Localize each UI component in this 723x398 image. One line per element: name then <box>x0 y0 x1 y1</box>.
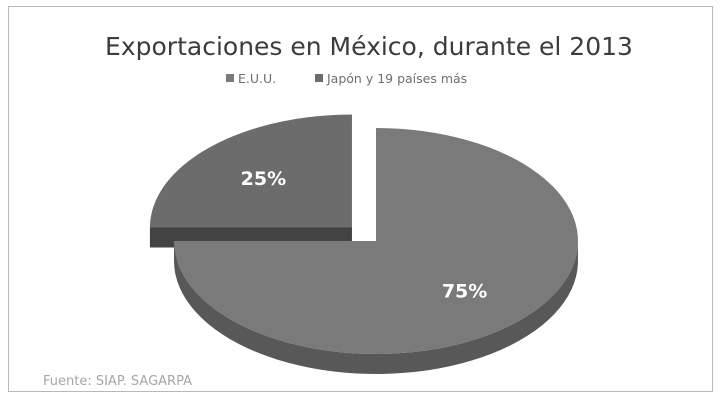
source-note: Fuente: SIAP. SAGARPA <box>43 374 192 389</box>
pie-slice-0 <box>174 128 578 374</box>
pie-slice-label-1: 25% <box>241 168 286 190</box>
pie-chart: Exportaciones en México, durante el 2013… <box>43 32 633 389</box>
legend: E.U.U. Japón y 19 países más <box>226 71 467 86</box>
pie-slice-label-0: 75% <box>442 281 487 303</box>
chart-frame: Exportaciones en México, durante el 2013… <box>8 6 713 392</box>
pie-slices: 25% 75% <box>149 114 578 374</box>
pie-slice-1-top <box>149 114 352 228</box>
legend-swatch-japon <box>315 74 323 82</box>
pie-slice-0-top <box>174 128 578 354</box>
pie-slice-0-rim <box>174 241 578 374</box>
legend-swatch-eua <box>226 74 234 82</box>
chart-title: Exportaciones en México, durante el 2013 <box>105 32 633 61</box>
legend-label-japon: Japón y 19 países más <box>326 71 467 86</box>
legend-label-eua: E.U.U. <box>238 71 276 86</box>
